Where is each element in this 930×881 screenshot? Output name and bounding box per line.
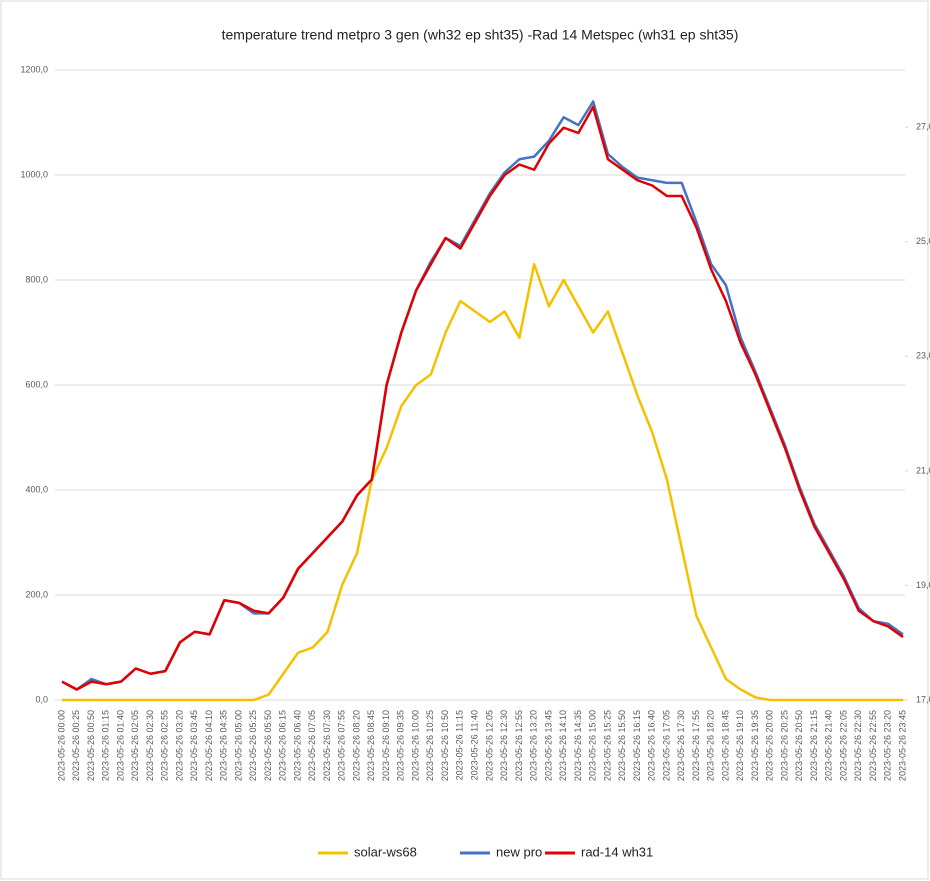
x-tick-label: 2023-05-26 10:50: [440, 710, 450, 781]
y-tick-label: 1000,0: [20, 169, 48, 179]
x-tick-label: 2023-05-26 07:05: [307, 710, 317, 781]
legend-text: solar-ws68: [354, 844, 417, 859]
x-tick-label: 2023-05-26 07:30: [322, 710, 332, 781]
legend-text: new pro: [496, 844, 542, 859]
x-tick-label: 2023-05-26 05:00: [233, 710, 243, 781]
series-line: [61, 105, 904, 691]
x-tick-label: 2023-05-26 08:20: [351, 710, 361, 781]
x-tick-label: 2023-05-26 15:00: [588, 710, 598, 781]
y-tick-label: 0,0: [35, 694, 48, 704]
x-tick-label: 2023-05-26 19:35: [750, 710, 760, 781]
y-tick-label: 200,0: [25, 589, 48, 599]
x-tick-label: 2023-05-26 20:25: [779, 710, 789, 781]
y-tick-label: 800,0: [25, 274, 48, 284]
x-tick-label: 2023-05-26 20:50: [794, 710, 804, 781]
x-tick-label: 2023-05-26 15:50: [617, 710, 627, 781]
x-tick-label: 2023-05-26 16:40: [647, 710, 657, 781]
x-tick-label: 2023-05-26 10:25: [425, 710, 435, 781]
x-tick-label: 2023-05-26 11:15: [455, 710, 465, 780]
x-tick-label: 2023-05-26 17:55: [691, 710, 701, 781]
x-tick-label: 2023-05-26 14:10: [558, 710, 568, 781]
x-tick-label: 2023-05-26 01:15: [101, 710, 111, 781]
y2-tick-label: 19,0: [916, 580, 930, 590]
x-tick-label: 2023-05-26 16:15: [632, 710, 642, 781]
chart-title: temperature trend metpro 3 gen (wh32 ep …: [222, 27, 739, 43]
x-tick-label: 2023-05-26 04:35: [219, 710, 229, 781]
x-tick-label: 2023-05-26 19:10: [735, 710, 745, 781]
x-tick-label: 2023-05-26 02:55: [160, 710, 170, 781]
x-tick-label: 2023-05-26 00:50: [86, 710, 96, 781]
x-tick-label: 2023-05-26 00:00: [56, 710, 66, 781]
y-tick-label: 1200,0: [20, 64, 48, 74]
x-tick-label: 2023-05-26 13:45: [543, 710, 553, 781]
x-tick-label: 2023-05-26 03:20: [174, 710, 184, 781]
x-tick-label: 2023-05-26 05:25: [248, 710, 258, 781]
x-tick-label: 2023-05-26 18:20: [706, 710, 716, 781]
x-tick-label: 2023-05-26 17:05: [661, 710, 671, 781]
x-tick-label: 2023-05-26 00:25: [71, 710, 81, 781]
y2-tick-label: 23,0: [916, 351, 930, 361]
x-tick-label: 2023-05-26 23:45: [897, 710, 907, 781]
x-tick-label: 2023-05-26 12:05: [484, 710, 494, 781]
x-tick-label: 2023-05-26 12:55: [514, 710, 524, 781]
x-tick-label: 2023-05-26 11:40: [469, 710, 479, 780]
x-tick-label: 2023-05-26 22:05: [838, 710, 848, 781]
x-tick-label: 2023-05-26 06:15: [278, 710, 288, 781]
x-tick-label: 2023-05-26 07:55: [337, 710, 347, 781]
y2-tick-label: 27,0: [916, 122, 930, 132]
y2-tick-label: 17,0: [916, 694, 930, 704]
x-tick-label: 2023-05-26 06:40: [292, 710, 302, 781]
legend-text: rad-14 wh31: [581, 844, 653, 859]
x-tick-label: 2023-05-26 09:35: [396, 710, 406, 781]
y2-tick-label: 25,0: [916, 236, 930, 246]
x-tick-label: 2023-05-26 09:10: [381, 710, 391, 781]
x-tick-label: 2023-05-26 08:45: [366, 710, 376, 781]
y-tick-label: 400,0: [25, 484, 48, 494]
x-tick-label: 2023-05-26 02:05: [130, 710, 140, 781]
x-tick-label: 2023-05-26 17:30: [676, 710, 686, 781]
x-tick-label: 2023-05-26 18:45: [720, 710, 730, 781]
x-tick-label: 2023-05-26 13:20: [529, 710, 539, 781]
y-tick-label: 600,0: [25, 379, 48, 389]
x-tick-label: 2023-05-26 04:10: [204, 710, 214, 781]
x-tick-label: 2023-05-26 15:25: [602, 710, 612, 781]
x-tick-label: 2023-05-26 22:55: [868, 710, 878, 781]
x-tick-label: 2023-05-26 20:00: [765, 710, 775, 781]
x-tick-label: 2023-05-26 10:00: [410, 710, 420, 781]
x-tick-label: 2023-05-26 12:30: [499, 710, 509, 781]
x-tick-label: 2023-05-26 03:45: [189, 710, 199, 781]
x-tick-label: 2023-05-26 23:20: [883, 710, 893, 781]
x-tick-label: 2023-05-26 22:30: [853, 710, 863, 781]
x-tick-label: 2023-05-26 01:40: [115, 710, 125, 781]
y2-tick-label: 21,0: [916, 465, 930, 475]
x-tick-label: 2023-05-26 21:40: [824, 710, 834, 781]
x-tick-label: 2023-05-26 02:30: [145, 710, 155, 781]
x-tick-label: 2023-05-26 14:35: [573, 710, 583, 781]
series-line: [62, 263, 903, 702]
x-tick-label: 2023-05-26 21:15: [809, 710, 819, 781]
x-tick-label: 2023-05-26 05:50: [263, 710, 273, 781]
